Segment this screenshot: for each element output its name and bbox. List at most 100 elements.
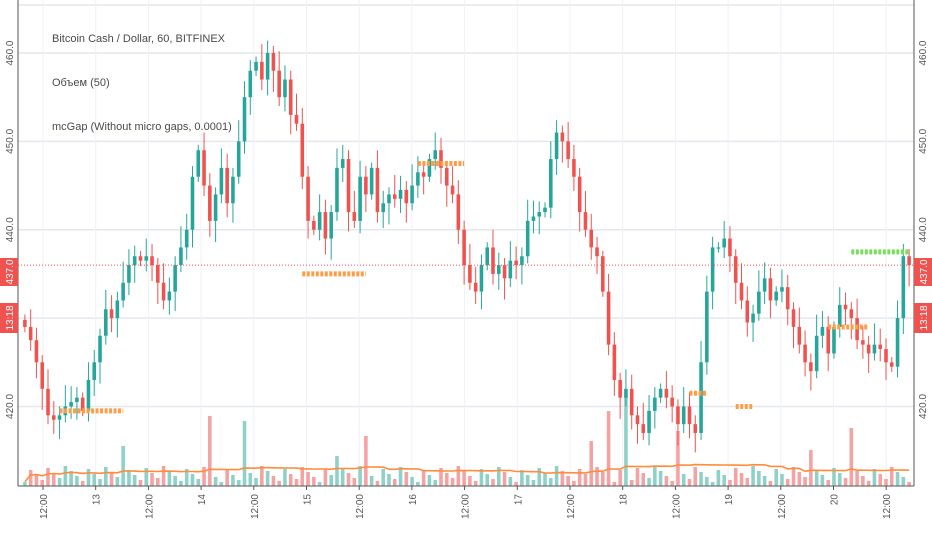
candle-body xyxy=(687,406,692,425)
volume-bar xyxy=(785,479,790,486)
candle xyxy=(179,226,183,273)
candle-body xyxy=(335,167,339,213)
candle xyxy=(306,166,310,239)
candle-body xyxy=(629,388,634,416)
candle xyxy=(144,238,149,272)
candle xyxy=(757,270,761,321)
candle xyxy=(785,274,790,326)
candle-body xyxy=(757,291,761,314)
candle-body xyxy=(439,150,443,168)
volume-bar xyxy=(150,473,154,486)
candle xyxy=(69,386,73,419)
y-tick-label: 440.0 xyxy=(5,217,16,242)
volume-bar xyxy=(40,480,45,486)
candle xyxy=(23,314,27,333)
candle xyxy=(167,277,172,315)
candle-body xyxy=(618,379,622,398)
volume-bar xyxy=(803,477,807,486)
volume-bar xyxy=(901,477,906,486)
candle xyxy=(433,132,438,170)
candle xyxy=(664,371,669,409)
candle xyxy=(872,323,877,361)
volume-bar xyxy=(699,472,703,486)
volume-bar xyxy=(653,466,657,486)
volume-bar xyxy=(294,479,299,486)
volume-bar xyxy=(514,482,518,486)
candle-body xyxy=(196,150,201,177)
candle-body xyxy=(520,256,524,266)
candle xyxy=(554,120,559,175)
volume-bar xyxy=(889,467,894,486)
candle xyxy=(104,289,108,345)
volume-bar xyxy=(814,470,819,486)
volume-bar xyxy=(340,468,345,486)
candle-body xyxy=(462,229,466,266)
volume-bar xyxy=(907,482,911,486)
candle xyxy=(150,243,154,281)
candle xyxy=(236,120,241,184)
candle-body xyxy=(716,247,721,249)
volume-bar xyxy=(138,480,143,486)
volume-bar xyxy=(572,481,576,486)
candle-body xyxy=(664,388,669,398)
candle-body xyxy=(762,278,767,292)
candle xyxy=(670,385,674,423)
candle-body xyxy=(260,61,264,80)
candle-body xyxy=(583,212,588,230)
volume-bar xyxy=(589,441,594,486)
candle xyxy=(184,213,189,260)
x-tick-label: 12:00 xyxy=(355,494,366,519)
volume-bar xyxy=(254,478,258,486)
volume-bar xyxy=(57,478,62,486)
candle xyxy=(537,201,542,235)
volume-bar xyxy=(745,478,750,486)
volume-bar xyxy=(705,477,709,486)
candle xyxy=(98,328,102,384)
candlestick-series xyxy=(23,40,911,453)
candle-body xyxy=(554,132,559,160)
candle xyxy=(866,335,871,373)
candle-body xyxy=(294,114,299,124)
legend-indicator[interactable]: mcGap (Without micro gaps, 0.0001) xyxy=(52,121,232,133)
candle xyxy=(849,302,854,340)
volume-bar xyxy=(398,467,403,486)
candle-body xyxy=(589,229,594,248)
candle xyxy=(618,372,622,419)
volume-bar xyxy=(549,478,553,486)
last-price-badge-right xyxy=(914,258,932,286)
candle-body xyxy=(248,70,253,98)
candle-body xyxy=(410,185,414,204)
candle-body xyxy=(577,176,582,213)
candle xyxy=(127,249,131,296)
candle-body xyxy=(803,344,807,363)
volume-bar xyxy=(248,473,253,486)
candle-body xyxy=(387,194,391,204)
candle xyxy=(92,349,97,396)
candle xyxy=(317,194,322,241)
candle-body xyxy=(479,265,484,292)
volume-bar xyxy=(265,471,270,486)
candle xyxy=(410,164,414,211)
legend-symbol[interactable]: Bitcoin Cash / Dollar, 60, BITFINEX xyxy=(52,33,226,45)
candle-body xyxy=(699,362,703,433)
legend-volume[interactable]: Объем (50) xyxy=(52,77,110,89)
volume-bar xyxy=(884,479,888,486)
candle xyxy=(138,250,143,266)
candle-body xyxy=(843,304,848,310)
candle-body xyxy=(849,309,854,319)
volume-bar xyxy=(352,478,357,486)
volume-bar xyxy=(710,482,715,486)
candle-body xyxy=(75,397,79,403)
candle-body xyxy=(202,150,206,186)
candle xyxy=(520,247,524,285)
candle-body xyxy=(254,61,258,71)
candle xyxy=(641,402,646,441)
candle xyxy=(531,200,536,234)
candle xyxy=(837,287,842,338)
candle-body xyxy=(427,159,432,177)
countdown-label-left: 13:18 xyxy=(5,305,16,330)
volume-bar xyxy=(80,481,85,486)
candle-body xyxy=(392,194,397,199)
candle-body xyxy=(167,291,172,301)
